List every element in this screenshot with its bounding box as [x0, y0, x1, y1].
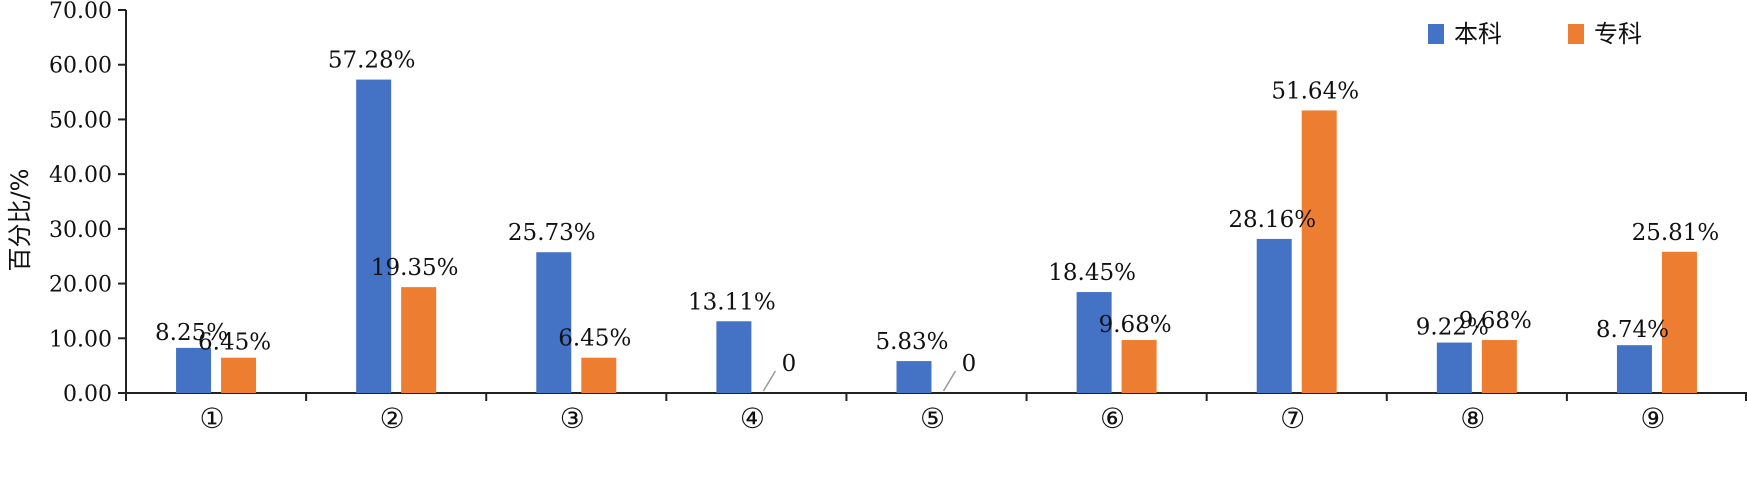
bar-zhuanke	[1301, 110, 1337, 393]
bar-zhuanke	[401, 287, 437, 393]
bar-benke	[1256, 238, 1292, 393]
data-label: 57.28%	[328, 48, 416, 74]
bar-benke	[896, 361, 932, 393]
x-tick-label: ④	[740, 402, 765, 435]
bar-zhuanke	[221, 357, 257, 393]
data-label: 9.68%	[1459, 308, 1532, 334]
data-label: 25.73%	[508, 220, 596, 246]
x-tick-label: ⑥	[1100, 402, 1125, 435]
bar-benke	[1616, 345, 1652, 393]
bar-zhuanke	[1661, 251, 1697, 393]
zero-leader-line	[762, 370, 777, 392]
x-tick-label: ⑧	[1460, 402, 1485, 435]
y-tick-label: 10.00	[49, 327, 112, 352]
axes	[125, 10, 1747, 394]
y-tick-label: 40.00	[49, 163, 112, 188]
bar-benke	[536, 252, 572, 393]
data-label: 28.16%	[1228, 207, 1316, 233]
bars	[176, 79, 1697, 394]
x-tick-label: ②	[380, 402, 405, 435]
x-tick-label: ③	[560, 402, 585, 435]
data-labels: 8.25%6.45%57.28%19.35%25.73%6.45%13.11%0…	[155, 48, 1719, 377]
y-tick-label: 0.00	[63, 382, 112, 407]
bar-benke	[356, 79, 392, 394]
bar-benke	[1076, 292, 1112, 393]
data-label: 0	[962, 351, 977, 377]
y-tick-labels: 0.00 10.00 20.00 30.00 40.00 50.00 60.00 70.00	[49, 0, 126, 407]
data-label: 9.68%	[1099, 312, 1172, 338]
data-label: 5.83%	[875, 329, 948, 355]
y-tick-label: 20.00	[49, 273, 112, 298]
data-label: 6.45%	[198, 330, 271, 356]
bar-benke	[716, 321, 752, 393]
data-label: 13.11%	[688, 289, 776, 315]
x-tick-labels: ① ② ③ ④ ⑤ ⑥ ⑦ ⑧ ⑨	[125, 393, 1747, 435]
data-label: 8.25%	[155, 320, 228, 346]
data-label: 8.74%	[1596, 317, 1669, 343]
legend-label: 专科	[1594, 20, 1642, 48]
x-tick-label: ⑦	[1280, 402, 1305, 435]
bar-zhuanke	[1121, 340, 1157, 393]
data-label: 18.45%	[1048, 260, 1136, 286]
y-tick-label: 50.00	[49, 108, 112, 133]
bar-zhuanke	[581, 357, 617, 393]
data-label: 9.22%	[1416, 315, 1489, 341]
x-tick-label: ⑨	[1640, 402, 1665, 435]
legend-swatch-zhuanke	[1568, 24, 1584, 44]
y-tick-label: 60.00	[49, 54, 112, 79]
x-tick-label: ①	[200, 402, 225, 435]
y-tick-label: 30.00	[49, 218, 112, 243]
x-tick-label: ⑤	[920, 402, 945, 435]
data-label: 25.81%	[1632, 220, 1720, 246]
legend-label: 本科	[1454, 20, 1502, 48]
legend: 本科 专科	[1428, 20, 1642, 48]
data-label: 19.35%	[371, 255, 459, 281]
zero-leader-line	[942, 370, 957, 392]
data-label: 51.64%	[1271, 78, 1359, 104]
data-label: 0	[782, 351, 797, 377]
bar-benke	[1436, 342, 1472, 393]
y-tick-label: 70.00	[49, 0, 112, 24]
legend-swatch-benke	[1428, 24, 1444, 44]
bar-benke	[176, 347, 212, 393]
data-label: 6.45%	[558, 326, 631, 352]
y-axis-label: 百分比/%	[6, 169, 34, 272]
bar-zhuanke	[1481, 340, 1517, 393]
